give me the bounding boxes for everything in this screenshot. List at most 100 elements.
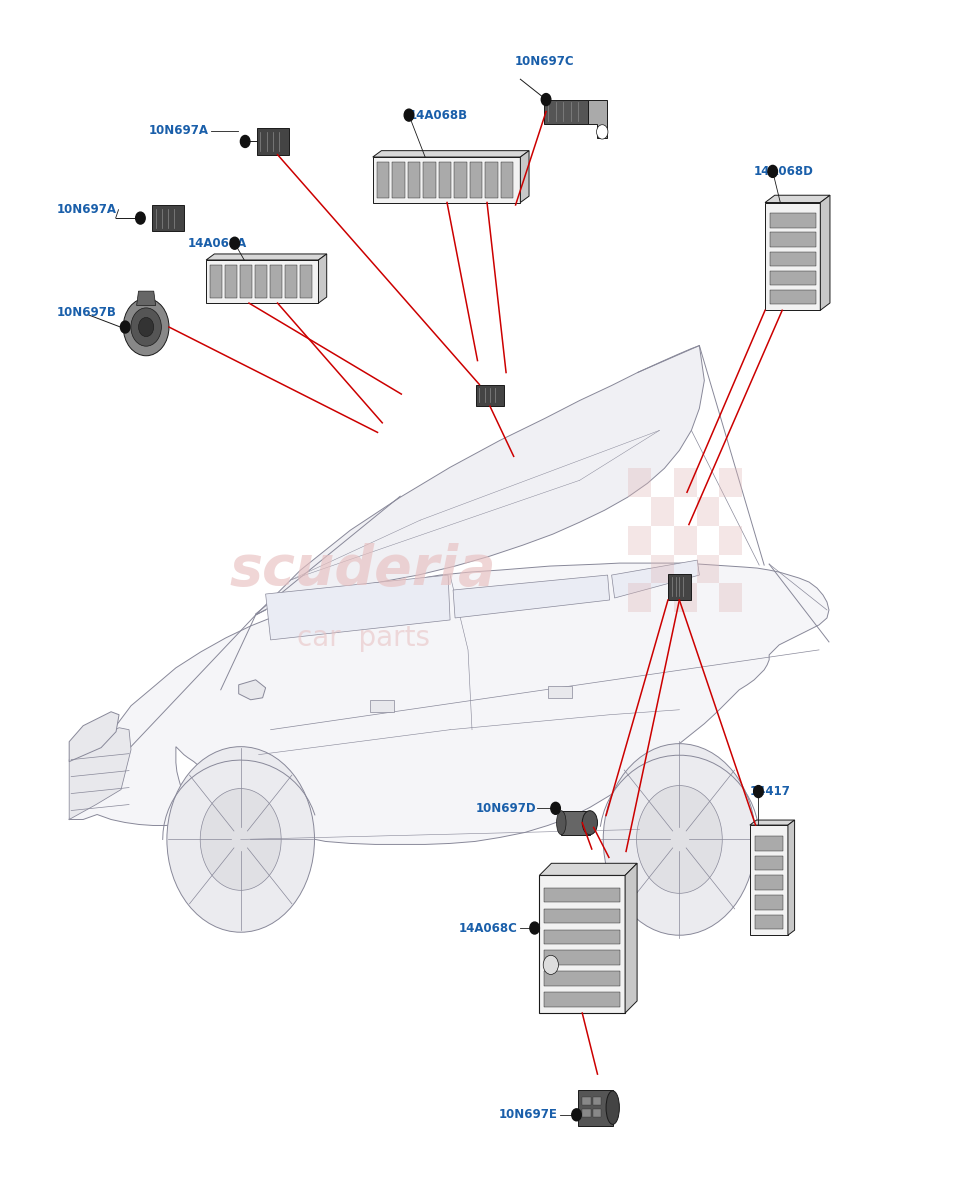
Polygon shape	[408, 162, 420, 198]
Polygon shape	[69, 712, 119, 762]
Polygon shape	[611, 560, 699, 598]
Polygon shape	[544, 888, 621, 902]
Polygon shape	[788, 820, 795, 935]
Ellipse shape	[201, 788, 281, 890]
Polygon shape	[719, 468, 742, 497]
Circle shape	[597, 125, 608, 139]
Polygon shape	[626, 863, 637, 1013]
Circle shape	[131, 308, 161, 346]
Polygon shape	[540, 875, 626, 1013]
Polygon shape	[579, 1090, 613, 1126]
Polygon shape	[520, 151, 529, 203]
Polygon shape	[476, 384, 504, 406]
Ellipse shape	[606, 1091, 620, 1124]
Ellipse shape	[637, 786, 722, 893]
Text: car  parts: car parts	[297, 624, 430, 653]
Polygon shape	[754, 914, 783, 929]
Polygon shape	[69, 563, 829, 845]
Polygon shape	[152, 205, 184, 232]
Polygon shape	[673, 468, 696, 497]
Polygon shape	[650, 497, 673, 526]
Polygon shape	[455, 162, 467, 198]
Polygon shape	[770, 290, 816, 305]
Polygon shape	[269, 265, 282, 299]
Text: 14A068C: 14A068C	[458, 922, 518, 935]
Circle shape	[543, 955, 559, 974]
Text: 14417: 14417	[750, 785, 791, 798]
Polygon shape	[765, 196, 830, 203]
Polygon shape	[544, 100, 588, 124]
Polygon shape	[770, 271, 816, 286]
Circle shape	[241, 136, 250, 148]
Polygon shape	[668, 574, 690, 600]
Polygon shape	[210, 265, 222, 299]
Polygon shape	[453, 575, 609, 618]
Polygon shape	[754, 895, 783, 910]
Polygon shape	[544, 992, 621, 1007]
Circle shape	[404, 109, 414, 121]
Polygon shape	[588, 100, 607, 138]
Polygon shape	[673, 583, 696, 612]
Text: 10N697A: 10N697A	[149, 124, 209, 137]
Ellipse shape	[583, 811, 598, 835]
Polygon shape	[628, 526, 650, 554]
Polygon shape	[770, 233, 816, 247]
Polygon shape	[423, 162, 435, 198]
Polygon shape	[750, 820, 795, 826]
Polygon shape	[544, 908, 621, 923]
Polygon shape	[240, 265, 252, 299]
Circle shape	[551, 803, 561, 815]
Polygon shape	[562, 811, 590, 835]
Polygon shape	[372, 157, 520, 203]
Circle shape	[123, 299, 169, 355]
Polygon shape	[754, 836, 783, 851]
Text: 14A068D: 14A068D	[753, 164, 814, 178]
Polygon shape	[438, 162, 451, 198]
Polygon shape	[256, 346, 705, 614]
Polygon shape	[548, 686, 572, 697]
Polygon shape	[544, 972, 621, 986]
Circle shape	[136, 212, 145, 224]
Polygon shape	[770, 214, 816, 228]
Circle shape	[120, 322, 130, 334]
Polygon shape	[485, 162, 498, 198]
Polygon shape	[593, 1109, 602, 1117]
Polygon shape	[650, 554, 673, 583]
Polygon shape	[224, 265, 237, 299]
Polygon shape	[285, 265, 297, 299]
Circle shape	[768, 166, 777, 178]
Polygon shape	[255, 265, 266, 299]
Text: 10N697C: 10N697C	[515, 55, 574, 67]
Circle shape	[230, 238, 240, 250]
Ellipse shape	[604, 744, 755, 935]
Polygon shape	[206, 254, 327, 260]
Text: 14A068A: 14A068A	[188, 236, 247, 250]
Polygon shape	[719, 583, 742, 612]
Polygon shape	[206, 260, 318, 304]
Circle shape	[753, 786, 763, 798]
Polygon shape	[583, 1097, 591, 1105]
Polygon shape	[501, 162, 514, 198]
Text: 10N697B: 10N697B	[56, 306, 117, 319]
Polygon shape	[628, 468, 650, 497]
Polygon shape	[583, 1109, 591, 1117]
Circle shape	[541, 94, 551, 106]
Polygon shape	[628, 583, 650, 612]
Polygon shape	[265, 575, 450, 640]
Polygon shape	[393, 162, 405, 198]
Text: 14A068B: 14A068B	[409, 109, 468, 121]
Ellipse shape	[557, 811, 566, 835]
Text: 10N697E: 10N697E	[499, 1109, 558, 1121]
Circle shape	[138, 318, 154, 337]
Polygon shape	[719, 526, 742, 554]
Polygon shape	[696, 554, 719, 583]
Ellipse shape	[167, 746, 314, 932]
Polygon shape	[544, 930, 621, 944]
Polygon shape	[376, 162, 389, 198]
Polygon shape	[300, 265, 311, 299]
Polygon shape	[820, 196, 830, 311]
Polygon shape	[754, 875, 783, 890]
Circle shape	[572, 1109, 582, 1121]
Polygon shape	[750, 826, 788, 935]
Polygon shape	[770, 252, 816, 266]
